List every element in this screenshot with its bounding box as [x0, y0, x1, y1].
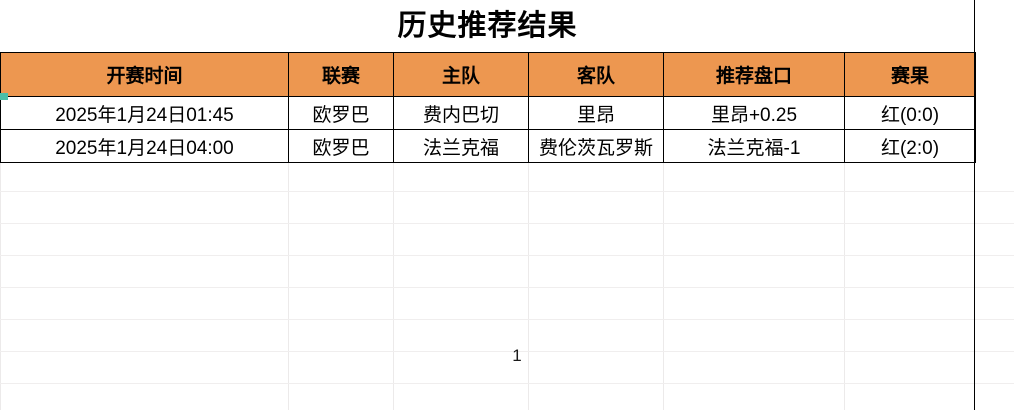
column-header-result[interactable]: 赛果 — [844, 52, 976, 97]
cell-away[interactable]: 费伦茨瓦罗斯 — [528, 129, 664, 163]
cell-result[interactable]: 红(0:0) — [844, 96, 976, 130]
cell-line[interactable]: 里昂+0.25 — [663, 96, 845, 130]
cell-league[interactable]: 欧罗巴 — [288, 96, 394, 130]
print-area-right-edge — [974, 0, 975, 410]
grid-line-vertical — [0, 0, 1, 410]
cell-time[interactable]: 2025年1月24日01:45 — [0, 96, 289, 130]
grid-line-vertical — [844, 0, 845, 410]
column-header-away[interactable]: 客队 — [528, 52, 664, 97]
grid-line-horizontal — [0, 223, 1014, 224]
cell-line[interactable]: 法兰克福-1 — [663, 129, 845, 163]
cell-away[interactable]: 里昂 — [528, 96, 664, 130]
table-header-row: 开赛时间 联赛 主队 客队 推荐盘口 赛果 — [0, 52, 976, 97]
cell-away-text: 费伦茨瓦罗斯 — [538, 137, 653, 159]
cell-time[interactable]: 2025年1月24日04:00 — [0, 129, 289, 163]
grid-line-horizontal — [0, 351, 1014, 352]
row-selection-marker — [0, 93, 8, 100]
grid-line-vertical — [393, 0, 394, 410]
column-header-line[interactable]: 推荐盘口 — [663, 52, 845, 97]
cell-home[interactable]: 法兰克福 — [393, 129, 529, 163]
cell-result[interactable]: 红(2:0) — [844, 129, 976, 163]
table-row[interactable]: 2025年1月24日01:45 欧罗巴 费内巴切 里昂 里昂+0.25 红(0:… — [0, 96, 976, 130]
page-title: 历史推荐结果 — [397, 9, 578, 42]
sheet-title-row: 历史推荐结果 — [0, 0, 975, 52]
table-row[interactable]: 2025年1月24日04:00 欧罗巴 法兰克福 费伦茨瓦罗斯 法兰克福-1 红… — [0, 129, 976, 163]
grid-line-vertical — [663, 0, 664, 410]
column-header-time[interactable]: 开赛时间 — [0, 52, 289, 97]
grid-line-horizontal — [0, 287, 1014, 288]
grid-line-horizontal — [0, 255, 1014, 256]
column-header-home[interactable]: 主队 — [393, 52, 529, 97]
grid-line-vertical — [528, 0, 529, 410]
grid-line-vertical — [288, 0, 289, 410]
cell-home[interactable]: 费内巴切 — [393, 96, 529, 130]
page-number-label: 1 — [512, 346, 522, 365]
grid-line-horizontal — [0, 191, 1014, 192]
cell-league[interactable]: 欧罗巴 — [288, 129, 394, 163]
history-recommendation-table: 开赛时间 联赛 主队 客队 推荐盘口 赛果 2025年1月24日01:45 欧罗… — [0, 52, 976, 163]
column-header-league[interactable]: 联赛 — [288, 52, 394, 97]
grid-line-horizontal — [0, 319, 1014, 320]
grid-line-horizontal — [0, 383, 1014, 384]
